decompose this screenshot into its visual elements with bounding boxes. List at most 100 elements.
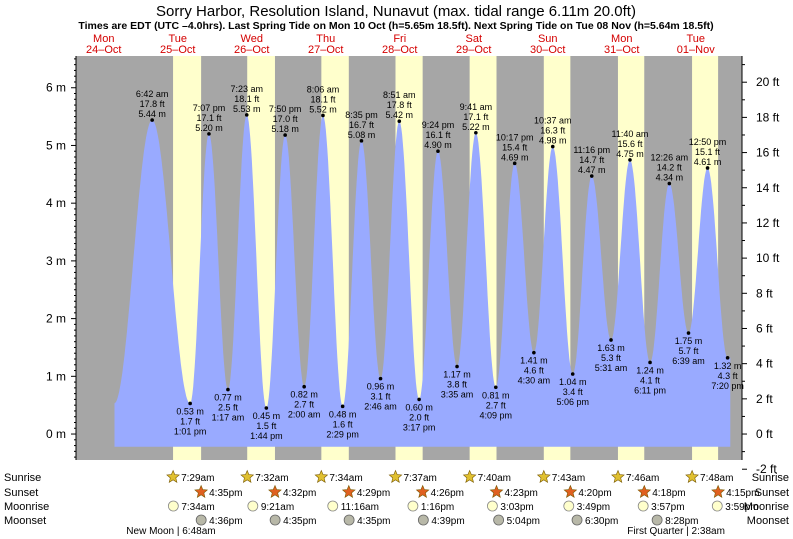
sunrise-icon bbox=[685, 469, 699, 483]
high-tide-feet: 18.1 ft bbox=[234, 94, 260, 104]
tide-area bbox=[114, 115, 731, 447]
day-name: Tue bbox=[686, 33, 705, 45]
low-tide-feet: 3.4 ft bbox=[563, 387, 584, 397]
low-tide-point bbox=[686, 331, 691, 335]
astro-row-label-left: Moonrise bbox=[4, 501, 49, 513]
sunrise-icon bbox=[314, 469, 329, 483]
right-tick-label: 18 ft bbox=[756, 110, 780, 124]
high-tide-feet: 14.2 ft bbox=[657, 163, 683, 173]
low-tide-point bbox=[417, 397, 421, 402]
right-tick-label: -2 ft bbox=[756, 462, 777, 476]
left-tick-label: 2 m bbox=[46, 312, 66, 326]
low-tide-meters: 1.17 m bbox=[443, 370, 471, 380]
low-tide-feet: 4.6 ft bbox=[524, 366, 545, 376]
right-tick-label: 10 ft bbox=[756, 251, 780, 265]
low-tide-point bbox=[302, 384, 306, 389]
moonset-time: 5:04pm bbox=[507, 516, 540, 527]
high-tide-meters: 5.44 m bbox=[138, 109, 166, 119]
low-tide-feet: 3.8 ft bbox=[447, 380, 468, 390]
sunset-time: 4:29pm bbox=[357, 488, 390, 499]
sunset-time: 4:26pm bbox=[431, 488, 464, 499]
high-tide-point bbox=[550, 144, 555, 149]
low-tide-meters: 1.04 m bbox=[559, 377, 587, 387]
moonrise-icon bbox=[711, 500, 723, 512]
low-tide-time: 2:29 pm bbox=[326, 429, 359, 439]
high-tide-time: 12:50 pm bbox=[689, 137, 727, 147]
high-tide-meters: 5.42 m bbox=[386, 110, 414, 120]
low-tide-point bbox=[264, 406, 269, 410]
low-tide-feet: 4.1 ft bbox=[640, 375, 661, 385]
moonset-icon bbox=[195, 514, 207, 526]
day-name: Sun bbox=[538, 33, 558, 45]
high-tide-feet: 16.3 ft bbox=[540, 126, 566, 136]
sunset-time: 4:18pm bbox=[652, 488, 685, 499]
day-name: Sat bbox=[465, 33, 482, 45]
high-tide-meters: 5.53 m bbox=[233, 104, 261, 114]
high-tide-feet: 17.8 ft bbox=[387, 100, 413, 110]
high-tide-feet: 15.1 ft bbox=[695, 147, 721, 157]
high-tide-time: 8:35 pm bbox=[345, 110, 378, 120]
low-tide-point bbox=[570, 372, 575, 376]
low-tide-point bbox=[648, 360, 652, 365]
moonrise-time: 9:21am bbox=[261, 502, 294, 513]
low-tide-meters: 0.81 m bbox=[482, 390, 510, 400]
right-tick-label: 0 ft bbox=[756, 427, 773, 441]
moonset-icon bbox=[417, 514, 429, 526]
sunset-time: 4:35pm bbox=[209, 488, 242, 499]
high-tide-meters: 4.61 m bbox=[694, 157, 722, 167]
high-tide-point bbox=[359, 139, 364, 143]
high-tide-time: 6:42 am bbox=[136, 89, 169, 99]
low-tide-time: 1:17 am bbox=[212, 413, 245, 423]
astro-row-label-right: Moonrise bbox=[744, 501, 789, 513]
sunrise-icon bbox=[462, 469, 477, 483]
sunrise-time: 7:37am bbox=[403, 473, 436, 484]
high-tide-meters: 4.69 m bbox=[501, 152, 529, 162]
high-tide-meters: 4.90 m bbox=[424, 140, 452, 150]
sunset-icon bbox=[637, 484, 652, 498]
day-name: Wed bbox=[241, 33, 263, 45]
sunrise-icon bbox=[611, 469, 625, 483]
low-tide-meters: 0.77 m bbox=[214, 393, 242, 403]
low-tide-time: 5:31 am bbox=[595, 363, 628, 373]
low-tide-time: 1:44 pm bbox=[250, 431, 283, 441]
high-tide-time: 9:24 pm bbox=[422, 120, 455, 130]
low-tide-feet: 2.0 ft bbox=[409, 412, 430, 422]
high-tide-feet: 16.1 ft bbox=[425, 130, 451, 140]
low-tide-point bbox=[340, 404, 345, 409]
high-tide-time: 7:50 pm bbox=[269, 104, 302, 114]
sunrise-icon bbox=[166, 469, 180, 483]
high-tide-meters: 5.52 m bbox=[309, 104, 337, 114]
left-tick-label: 0 m bbox=[46, 427, 66, 441]
low-tide-point bbox=[455, 364, 459, 369]
moonset-time: 8:28pm bbox=[665, 516, 698, 527]
tide-water-area bbox=[114, 115, 731, 447]
moonset-icon bbox=[343, 514, 355, 526]
high-tide-point bbox=[321, 113, 325, 118]
sunrise-time: 7:40am bbox=[478, 473, 511, 484]
low-tide-time: 2:46 am bbox=[364, 402, 397, 412]
moonrise-time: 3:03pm bbox=[500, 502, 533, 513]
high-tide-point bbox=[150, 118, 154, 122]
high-tide-point bbox=[589, 174, 594, 178]
sunset-icon bbox=[563, 484, 578, 498]
right-tick-label: 20 ft bbox=[756, 75, 780, 89]
right-tick-label: 14 ft bbox=[756, 181, 780, 195]
astro-row-label-right: Sunset bbox=[755, 487, 789, 499]
moonrise-icon bbox=[327, 500, 339, 512]
low-tide-time: 7:20 pm bbox=[711, 381, 744, 391]
high-tide-point bbox=[628, 158, 632, 162]
moon-phase-label: First Quarter | 2:38am bbox=[627, 526, 725, 537]
high-tide-point bbox=[474, 130, 478, 135]
low-tide-feet: 4.3 ft bbox=[718, 371, 739, 381]
high-tide-point bbox=[436, 149, 440, 154]
high-tide-point bbox=[705, 166, 710, 170]
moonset-icon bbox=[651, 514, 663, 526]
day-name: Thu bbox=[316, 33, 335, 45]
sunrise-time: 7:34am bbox=[329, 473, 362, 484]
high-tide-time: 7:07 pm bbox=[193, 103, 226, 113]
low-tide-point bbox=[532, 350, 536, 355]
day-name: Tue bbox=[168, 33, 187, 45]
high-tide-meters: 4.47 m bbox=[578, 165, 606, 175]
day-date: 25–Oct bbox=[160, 44, 195, 56]
